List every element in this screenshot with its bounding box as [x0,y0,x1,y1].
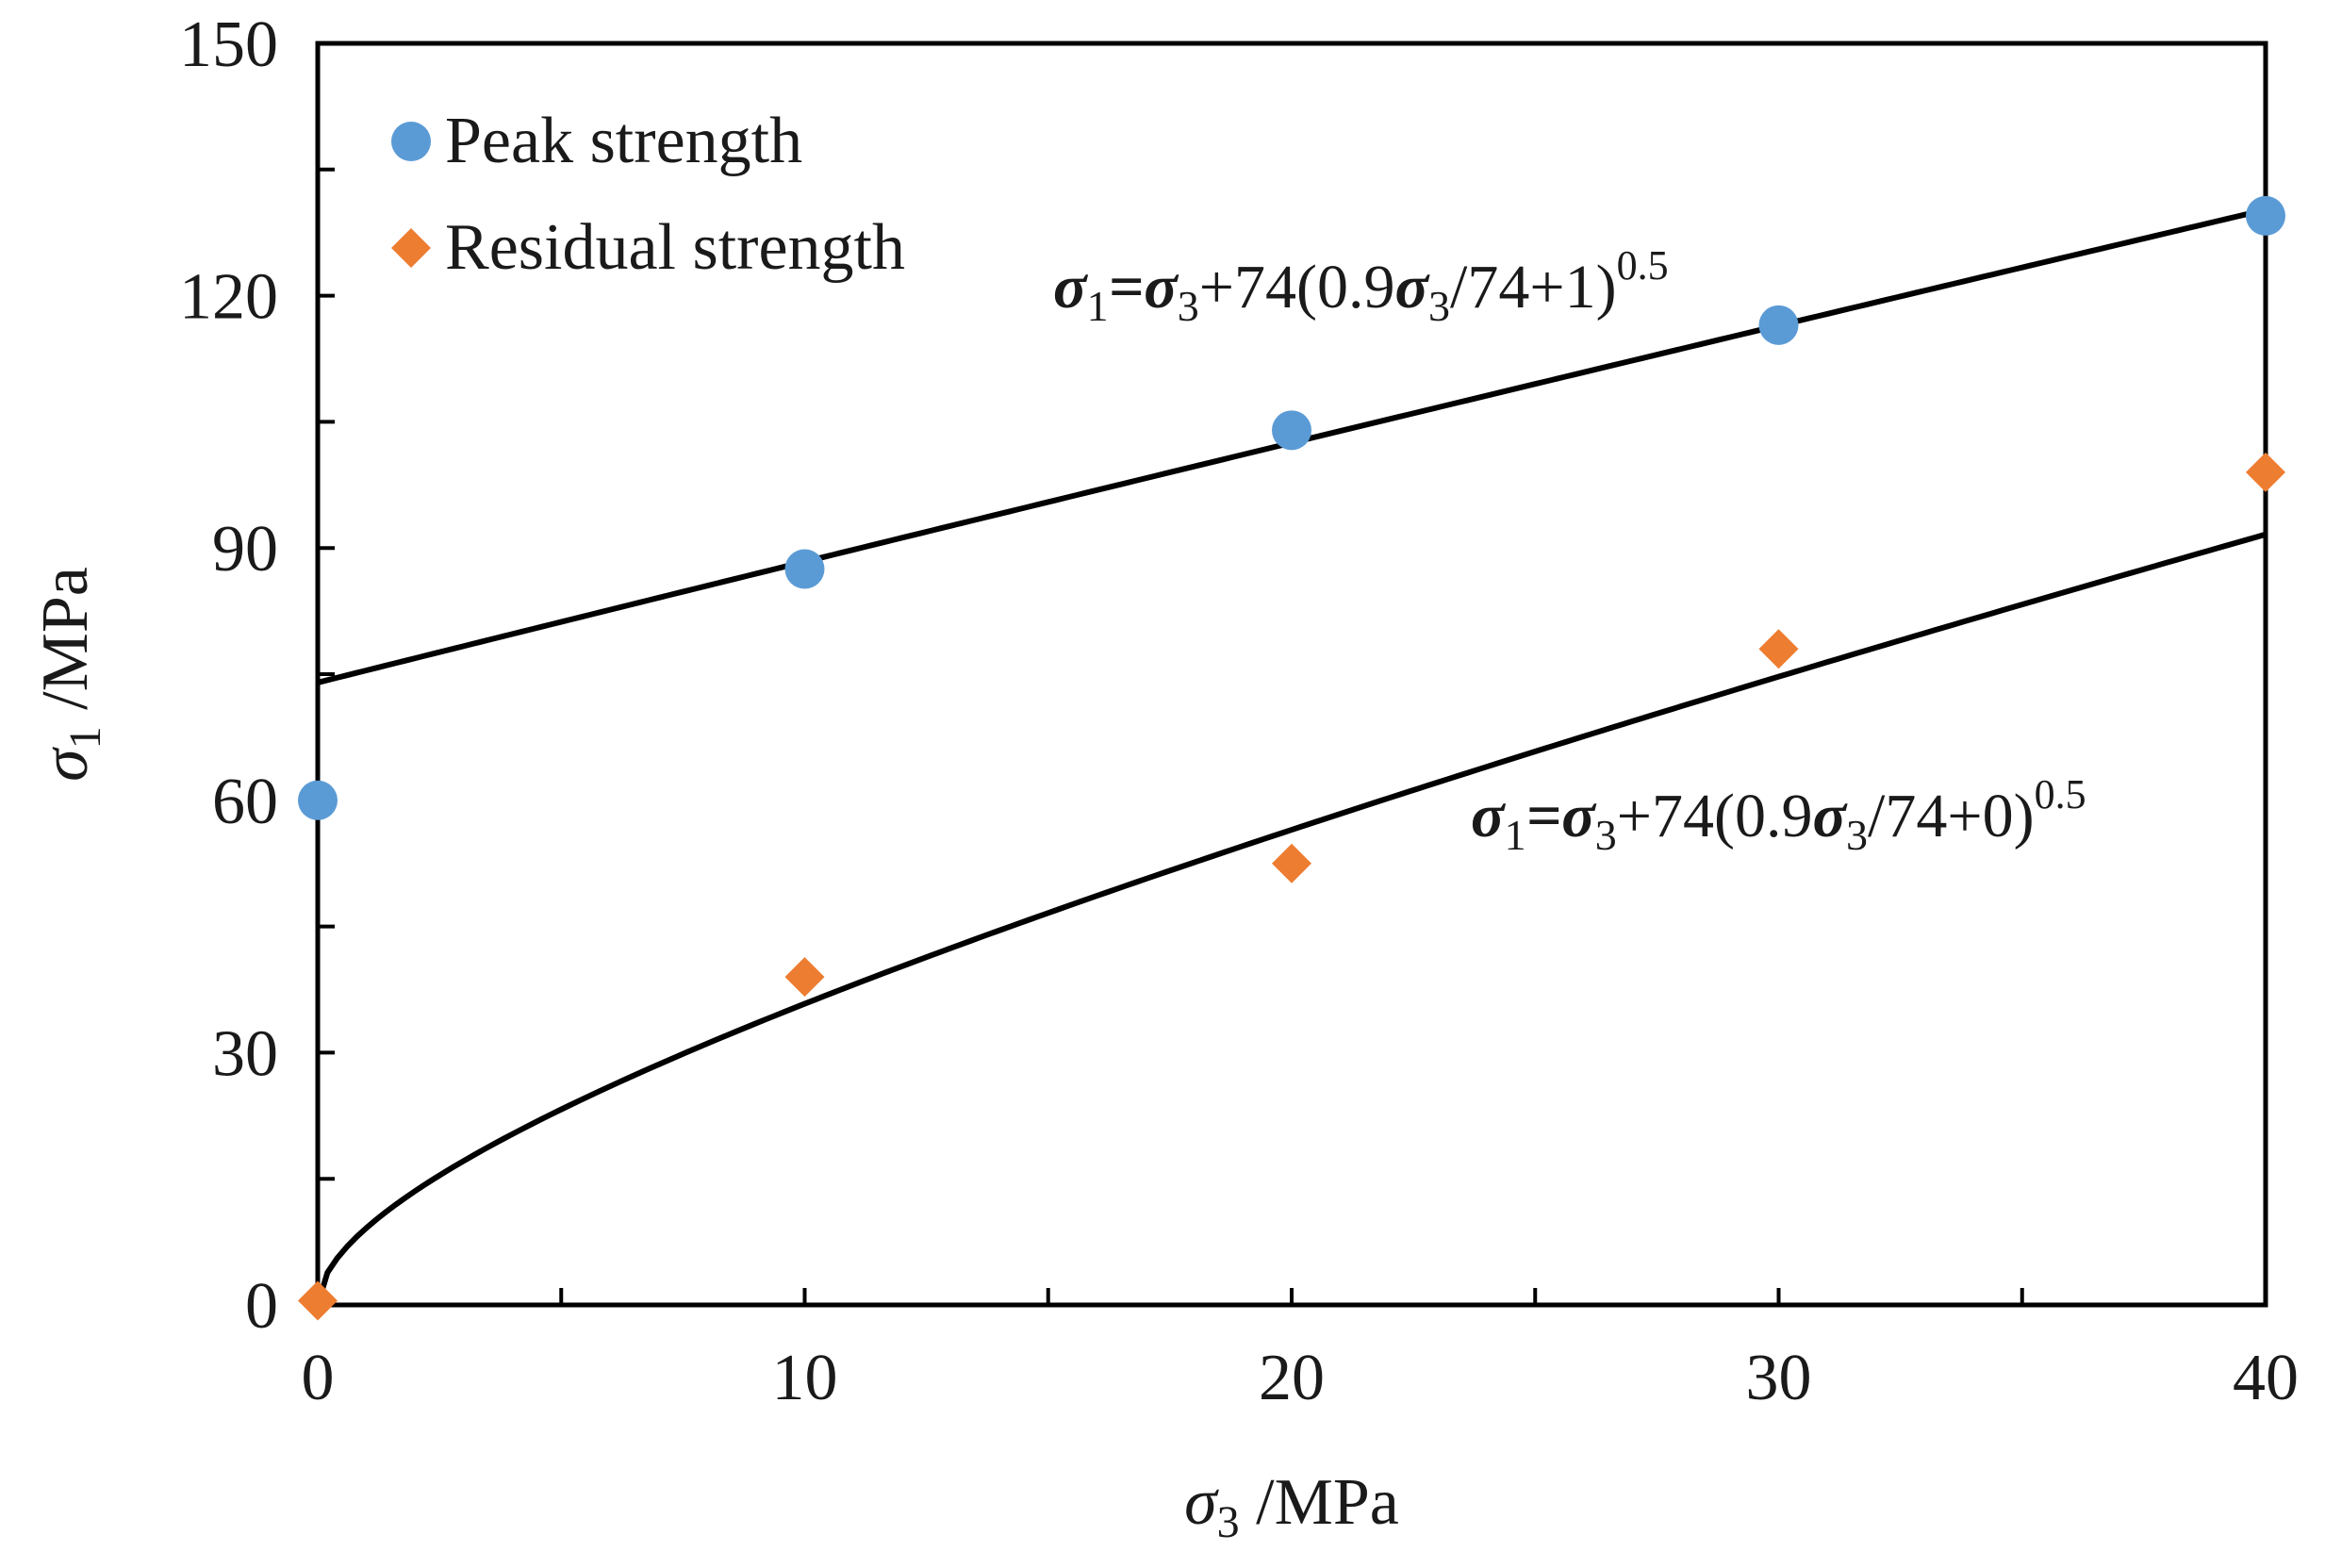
x-tick-label: 10 [772,1342,838,1414]
x-axis-subscript: 3 [1217,1497,1240,1547]
residual-fit-equation: σ1=σ3+74(0.9σ3/74+0)0.5 [1471,771,2086,859]
y-tick-label: 0 [245,1270,278,1343]
residual-strength-point [298,1280,338,1321]
x-tick-label: 0 [302,1342,335,1414]
peak-strength-point [1758,305,1799,345]
markers [298,195,2285,1321]
residual-strength-point [2246,452,2285,492]
y-tick-label: 150 [179,8,278,81]
legend-residual-marker [391,228,431,268]
residual-strength-point [1758,629,1799,669]
peak-strength-point [1272,410,1311,451]
x-tick-label: 40 [2233,1342,2299,1414]
y-tick-label: 60 [212,766,278,838]
residual-fit-line [315,531,2267,1306]
y-axis-unit: /MPa [29,567,102,726]
peak-strength-point [784,549,825,589]
peak-strength-point [2246,195,2285,236]
x-axis-title: σ3 /MPa [1184,1466,1399,1547]
x-tick-label: 30 [1746,1342,1812,1414]
y-tick-label: 120 [179,261,278,334]
legend-residual-label: Residual strength [445,211,905,284]
peak-strength-point [298,780,338,820]
y-tick-label: 90 [212,513,278,586]
x-tick-label: 20 [1259,1342,1325,1414]
y-axis-subscript: 1 [60,726,110,749]
fit-lines [315,206,2267,1306]
tick-labels: 0 10 20 30 40 0 30 60 90 120 150 [179,8,2299,1414]
x-axis-unit: /MPa [1240,1466,1399,1539]
legend: Peak strength Residual strength [391,105,905,284]
residual-strength-point [784,957,825,998]
peak-fit-equation: σ1=σ3+74(0.9σ3/74+1)0.5 [1053,242,1669,330]
x-axis-symbol: σ [1184,1466,1219,1539]
legend-peak-label: Peak strength [445,105,802,177]
residual-strength-point [1272,843,1311,883]
y-tick-label: 30 [212,1017,278,1090]
y-axis-title: σ1 /MPa [29,567,110,782]
y-axis-symbol: σ [29,747,102,782]
legend-peak-marker [391,122,431,161]
